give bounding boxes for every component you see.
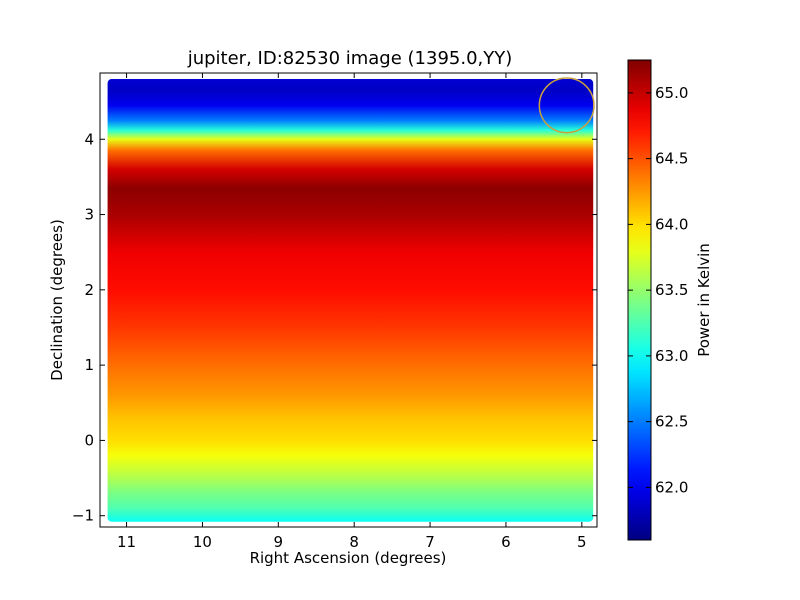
x-tick-label: 11 (117, 533, 136, 551)
colorbar-tick-label: 63.0 (655, 347, 688, 365)
colorbar-gradient (628, 60, 651, 540)
x-tick-label: 6 (501, 533, 511, 551)
colorbar-tick-label: 64.5 (655, 150, 688, 168)
x-tick-label: 10 (193, 533, 212, 551)
y-tick-label: −1 (72, 507, 94, 525)
y-axis-ticks: −1 0 1 2 3 4 (72, 130, 597, 525)
colorbar-label: Power in Kelvin (695, 243, 713, 357)
colorbar-tick-label: 64.0 (655, 215, 688, 233)
x-axis-label: Right Ascension (degrees) (250, 549, 447, 567)
x-tick-label: 7 (425, 533, 435, 551)
y-axis-label: Declination (degrees) (48, 219, 66, 381)
colorbar-tick-label: 65.0 (655, 84, 688, 102)
jupiter-marker-circle (538, 77, 595, 134)
colorbar-ticks: 62.0 62.5 63.0 63.5 64.0 64.5 65.0 (628, 84, 688, 496)
colorbar-frame (627, 59, 652, 541)
y-tick-label: 3 (84, 206, 94, 224)
colorbar: 62.0 62.5 63.0 63.5 64.0 64.5 65.0 (627, 59, 688, 541)
y-tick-label: 4 (84, 130, 94, 148)
plot-frame (99, 72, 598, 528)
colorbar-tick-label: 62.0 (655, 478, 688, 496)
colorbar-tick-label: 63.5 (655, 281, 688, 299)
x-tick-label: 5 (577, 533, 587, 551)
x-axis-ticks: 11 10 9 8 7 6 5 (117, 73, 587, 551)
x-tick-label: 9 (274, 533, 284, 551)
colorbar-tick-label: 62.5 (655, 413, 688, 431)
x-tick-label: 8 (349, 533, 359, 551)
chart-title: jupiter, ID:82530 image (1395.0,YY) (187, 48, 513, 69)
y-tick-label: 2 (84, 281, 94, 299)
plot-area: 11 10 9 8 7 6 5 −1 0 1 2 3 4 (72, 72, 598, 551)
y-tick-label: 0 (84, 431, 94, 449)
heatmap-image (107, 79, 594, 522)
y-tick-label: 1 (84, 356, 94, 374)
